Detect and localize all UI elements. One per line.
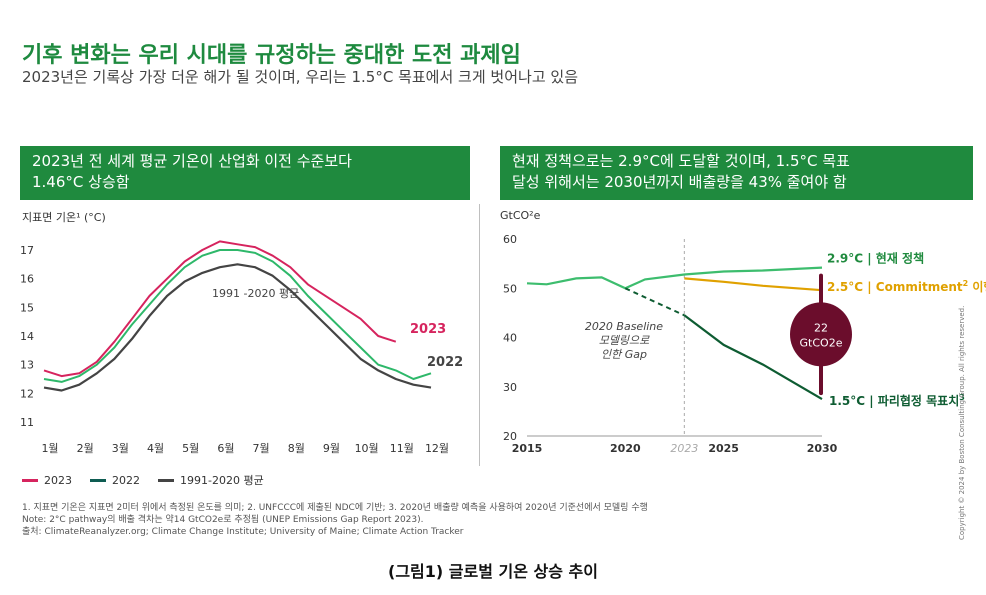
- legend-swatch-2023: [22, 478, 38, 482]
- right-banner-line2: 달성 위해서는 2030년까지 배출량을 43% 줄여야 함: [512, 173, 847, 191]
- y-tick-label: 40: [503, 332, 517, 345]
- x-tick-label: 4월: [147, 442, 164, 455]
- page-subtitle: 2023년은 기록상 가장 더운 해가 될 것이며, 우리는 1.5°C 목표에…: [22, 68, 578, 86]
- series-label-2022: 2022: [427, 355, 463, 370]
- gap-bubble: [790, 302, 852, 367]
- series-line-2022: [43, 249, 432, 383]
- y-tick-label: 16: [20, 273, 34, 286]
- footnote-line3: 출처: ClimateReanalyzer.org; Climate Chang…: [22, 527, 464, 537]
- y-tick-label: 14: [20, 330, 34, 343]
- series-line-1991-2020 평균: [43, 263, 432, 392]
- left-banner-line2: 1.46°C 상승함: [32, 173, 130, 191]
- legend-swatch-2022: [90, 478, 106, 482]
- figure-caption: (그림1) 글로벌 기온 상승 추이: [388, 562, 598, 581]
- series-label-current-policy: 2.9°C | 현재 정책: [827, 251, 924, 266]
- series-label-avg: 1991 -2020 평균: [212, 287, 299, 300]
- right-banner-line1: 현재 정책으로는 2.9°C에 도달할 것이며, 1.5°C 목표: [512, 152, 850, 170]
- y-tick-label: 15: [20, 301, 34, 314]
- y-tick-label: 30: [503, 381, 517, 394]
- legend-swatch-avg: [158, 478, 174, 482]
- x-tick-label: 9월: [323, 442, 340, 455]
- footnote-line2: Note: 2°C pathway의 배출 격차는 약14 GtCO2e로 추정…: [22, 515, 424, 525]
- gap-annotation-line: 2020 Baseline: [585, 320, 663, 333]
- panel-divider: [479, 204, 480, 466]
- legend-label-2022: 2022: [112, 473, 140, 487]
- x-tick-label: 2023: [670, 442, 698, 455]
- series-line-current-policy: [526, 266, 823, 290]
- page-title: 기후 변화는 우리 시대를 규정하는 중대한 도전 과제임: [22, 43, 521, 68]
- x-tick-label: 12월: [425, 442, 449, 455]
- x-tick-label: 2025: [708, 442, 739, 455]
- x-tick-label: 2030: [807, 442, 838, 455]
- chart-legend: 2023 2022 1991-2020 평균: [22, 472, 264, 488]
- x-tick-label: 3월: [112, 442, 129, 455]
- series-label-commitment: 2.5°C | Commitment2 이행: [827, 279, 986, 294]
- gap-annotation-line: 모델링으로: [599, 334, 650, 347]
- series-line-2023: [43, 240, 397, 378]
- gap-value: 22: [814, 321, 828, 334]
- x-tick-label: 11월: [390, 442, 414, 455]
- x-tick-label: 7월: [253, 442, 270, 455]
- series-line-paris: [683, 314, 823, 401]
- y-tick-label: 13: [20, 359, 34, 372]
- x-tick-label: 2월: [77, 442, 94, 455]
- x-tick-label: 2020: [610, 442, 641, 455]
- legend-label-2023: 2023: [44, 473, 72, 487]
- x-tick-label: 10월: [355, 442, 379, 455]
- series-line-commitment: [684, 277, 823, 292]
- y-tick-label: 12: [20, 387, 34, 400]
- series-label-paris: 1.5°C | 파리협정 목표치3: [829, 393, 965, 408]
- left-banner-line1: 2023년 전 세계 평균 기온이 산업화 이전 수준보다: [32, 152, 352, 170]
- x-tick-label: 2015: [512, 442, 543, 455]
- x-tick-label: 5월: [182, 442, 199, 455]
- series-line-paris-dashed: [624, 287, 685, 317]
- legend-item-2022: 2022: [90, 474, 140, 487]
- gap-annotation-line: 인한 Gap: [601, 348, 647, 361]
- x-tick-label: 1월: [41, 442, 58, 455]
- legend-item-avg: 1991-2020 평균: [158, 472, 264, 488]
- footnotes: 1. 지표면 기온은 지표면 2미터 위에서 측정된 온도를 의미; 2. UN…: [22, 502, 648, 538]
- copyright-notice: Copyright © 2024 by Boston Consulting Gr…: [958, 305, 966, 540]
- x-tick-label: 8월: [288, 442, 305, 455]
- y-tick-label: 50: [503, 282, 517, 295]
- footnote-line1: 1. 지표면 기온은 지표면 2미터 위에서 측정된 온도를 의미; 2. UN…: [22, 503, 648, 513]
- right-y-axis-label: GtCO²e: [500, 209, 541, 222]
- right-panel-banner: 현재 정책으로는 2.9°C에 도달할 것이며, 1.5°C 목표 달성 위해서…: [500, 146, 973, 200]
- x-tick-label: 6월: [217, 442, 234, 455]
- y-tick-label: 11: [20, 416, 34, 429]
- left-panel-banner: 2023년 전 세계 평균 기온이 산업화 이전 수준보다 1.46°C 상승함: [20, 146, 470, 200]
- y-tick-label: 20: [503, 430, 517, 443]
- legend-item-2023: 2023: [22, 474, 72, 487]
- left-y-axis-label: 지표면 기온¹ (°C): [22, 211, 106, 224]
- series-label-2023: 2023: [410, 322, 446, 337]
- y-tick-label: 17: [20, 244, 34, 257]
- legend-label-avg: 1991-2020 평균: [180, 474, 264, 487]
- y-tick-label: 60: [503, 233, 517, 246]
- gap-unit: GtCO2e: [800, 336, 843, 349]
